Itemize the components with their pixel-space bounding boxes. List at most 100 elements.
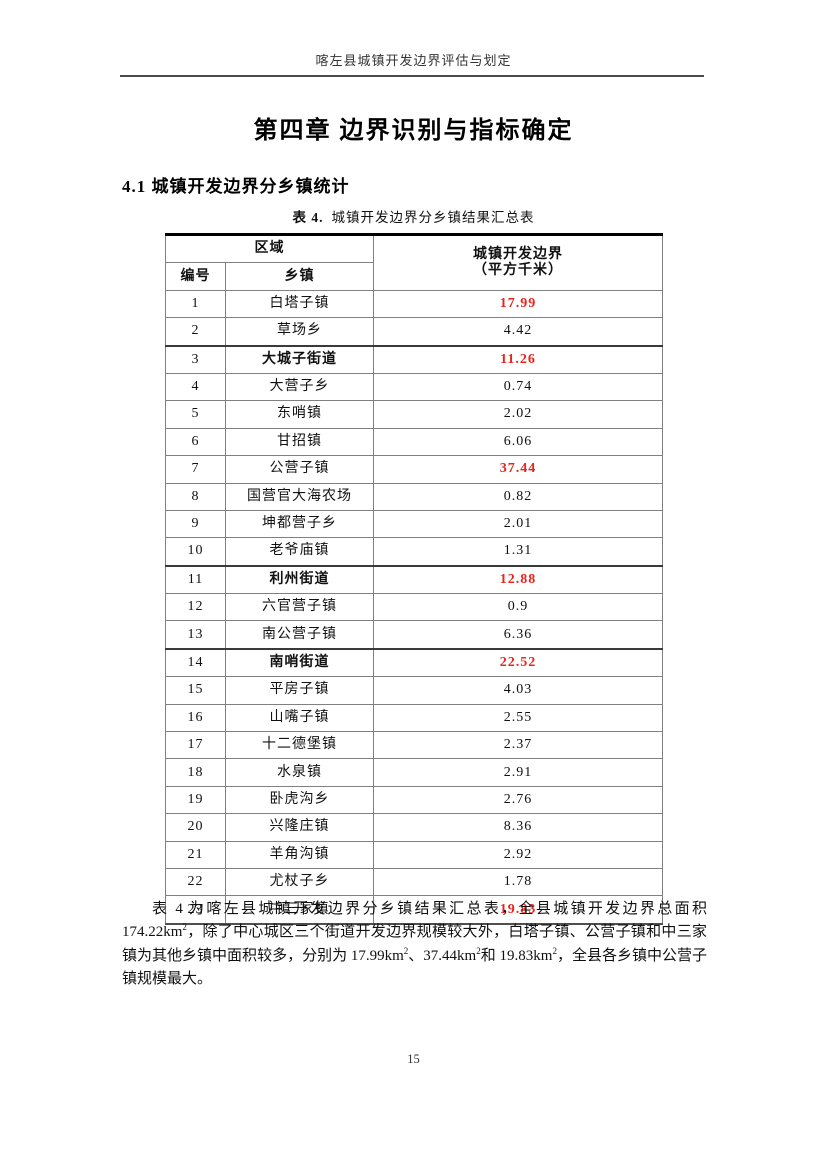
table-row: 1 白塔子镇 17.99 — [165, 289, 663, 319]
row-id-cell: 19 — [165, 785, 226, 815]
section-heading: 4.1 城镇开发边界分乡镇统计 — [122, 177, 350, 196]
table-body: 1 白塔子镇 17.99 2 草场乡 4.42 3 大城子街道 11.26 4 大营子乡 0.74 5 东… — [165, 289, 663, 925]
summary-table-container: 区域 城镇开发边界 （平方千米） 编号 乡镇 1 白塔子镇 17.99 2 草场乡 4.4… — [165, 233, 663, 925]
header-rule — [120, 75, 704, 77]
superscript-2: 2 — [476, 945, 481, 956]
table-caption: 表 4. 城镇开发边界分乡镇结果汇总表 — [0, 206, 827, 226]
town-cell: 国营官大海农场 — [225, 482, 374, 511]
row-id-cell: 9 — [165, 509, 226, 539]
town-cell: 坤都营子乡 — [225, 509, 374, 539]
town-cell: 大城子街道 — [225, 344, 374, 374]
superscript-2: 2 — [182, 922, 187, 933]
table-caption-text: 城镇开发边界分乡镇结果汇总表 — [331, 210, 535, 225]
paragraph-text: 和 19.83km — [480, 947, 553, 964]
table-row: 9 坤都营子乡 2.01 — [165, 509, 663, 539]
town-cell: 公营子镇 — [225, 455, 374, 484]
value-cell: 0.82 — [373, 482, 663, 511]
table-row: 21 羊角沟镇 2.92 — [165, 840, 663, 869]
town-cell: 水泉镇 — [225, 758, 374, 787]
superscript-2: 2 — [552, 945, 557, 956]
paragraph-text: ，除了中心城区三个街道开发边界规模较大外，白塔子镇、公营子镇和中三家镇为其他乡镇… — [122, 924, 707, 964]
table-header-region: 区域 — [165, 233, 374, 264]
row-id-cell: 3 — [165, 344, 226, 374]
table-row: 13 南公营子镇 6.36 — [165, 620, 663, 650]
value-cell: 6.36 — [373, 620, 663, 650]
value-cell: 11.26 — [373, 344, 663, 374]
row-id-cell: 14 — [165, 647, 226, 678]
chapter-title: 第四章 边界识别与指标确定 — [253, 118, 574, 144]
paragraph-text: 、37.44km — [408, 947, 477, 964]
value-cell: 1.31 — [373, 537, 663, 567]
table-row: 6 甘招镇 6.06 — [165, 427, 663, 457]
table-header-value-line1: 城镇开发边界 — [473, 246, 563, 262]
row-id-cell: 10 — [165, 537, 226, 567]
summary-table: 区域 城镇开发边界 （平方千米） 编号 乡镇 1 白塔子镇 17.99 2 草场乡 4.4… — [165, 233, 663, 925]
town-cell: 南哨街道 — [225, 647, 374, 678]
table-row: 3 大城子街道 11.26 — [165, 344, 663, 374]
row-id-cell: 4 — [165, 372, 226, 402]
table-row: 14 南哨街道 22.52 — [165, 647, 663, 678]
value-cell: 2.92 — [373, 840, 663, 869]
value-cell: 2.55 — [373, 703, 663, 733]
value-cell: 8.36 — [373, 813, 663, 842]
value-cell: 2.02 — [373, 400, 663, 429]
value-cell: 2.01 — [373, 509, 663, 539]
row-id-cell: 15 — [165, 676, 226, 705]
table-row: 12 六官营子镇 0.9 — [165, 593, 663, 622]
table-row: 11 利州街道 12.88 — [165, 564, 663, 595]
table-row: 20 兴隆庄镇 8.36 — [165, 813, 663, 842]
row-id-cell: 8 — [165, 482, 226, 511]
table-row: 15 平房子镇 4.03 — [165, 676, 663, 705]
row-id-cell: 13 — [165, 620, 226, 650]
town-cell: 卧虎沟乡 — [225, 785, 374, 815]
paragraph-text: 表 4 为喀左县城镇开发边界分乡镇结果汇总表，全县城镇开发边界总面积 174.2… — [122, 901, 707, 941]
row-id-cell: 11 — [165, 564, 226, 595]
table-header-id: 编号 — [165, 262, 226, 291]
value-cell: 4.42 — [373, 317, 663, 347]
table-row: 23 中三家镇 19.83 — [165, 895, 663, 925]
value-cell: 17.99 — [373, 289, 663, 319]
value-cell: 0.74 — [373, 372, 663, 402]
value-cell: 2.76 — [373, 785, 663, 815]
town-cell: 草场乡 — [225, 317, 374, 347]
page-number: 15 — [407, 1052, 420, 1066]
table-row: 19 卧虎沟乡 2.76 — [165, 785, 663, 815]
row-id-cell: 22 — [165, 867, 226, 897]
table-row: 7 公营子镇 37.44 — [165, 455, 663, 484]
table-row: 4 大营子乡 0.74 — [165, 372, 663, 402]
town-cell: 东哨镇 — [225, 400, 374, 429]
row-id-cell: 20 — [165, 813, 226, 842]
row-id-cell: 16 — [165, 703, 226, 733]
row-id-cell: 21 — [165, 840, 226, 869]
table-header-town: 乡镇 — [225, 262, 374, 291]
town-cell: 山嘴子镇 — [225, 703, 374, 733]
table-header-value-line2: （平方千米） — [473, 262, 563, 278]
town-cell: 利州街道 — [225, 564, 374, 595]
value-cell: 1.78 — [373, 867, 663, 897]
table-row: 5 东哨镇 2.02 — [165, 400, 663, 429]
table-row: 17 十二德堡镇 2.37 — [165, 731, 663, 760]
table-caption-label: 表 4. — [292, 210, 324, 225]
town-cell: 南公营子镇 — [225, 620, 374, 650]
table-header: 区域 城镇开发边界 （平方千米） 编号 乡镇 — [165, 233, 663, 291]
value-cell: 0.9 — [373, 593, 663, 622]
town-cell: 兴隆庄镇 — [225, 813, 374, 842]
row-id-cell: 18 — [165, 758, 226, 787]
value-cell: 6.06 — [373, 427, 663, 457]
town-cell: 大营子乡 — [225, 372, 374, 402]
town-cell: 白塔子镇 — [225, 289, 374, 319]
superscript-2: 2 — [403, 945, 409, 956]
body-paragraph: 表 4 为喀左县城镇开发边界分乡镇结果汇总表，全县城镇开发边界总面积 174.2… — [122, 898, 707, 992]
town-cell: 十二德堡镇 — [225, 731, 374, 760]
row-id-cell: 7 — [165, 455, 226, 484]
table-header-row-1: 区域 城镇开发边界 （平方千米） — [165, 233, 663, 291]
value-cell: 4.03 — [373, 676, 663, 705]
town-cell: 尤杖子乡 — [225, 867, 374, 897]
row-id-cell: 12 — [165, 593, 226, 622]
row-id-cell: 17 — [165, 731, 226, 760]
town-cell: 老爷庙镇 — [225, 537, 374, 567]
value-cell: 19.83 — [373, 895, 663, 925]
table-row: 2 草场乡 4.42 — [165, 317, 663, 347]
page-header-text: 喀左县城镇开发边界评估与划定 — [315, 53, 512, 68]
table-row: 18 水泉镇 2.91 — [165, 758, 663, 787]
